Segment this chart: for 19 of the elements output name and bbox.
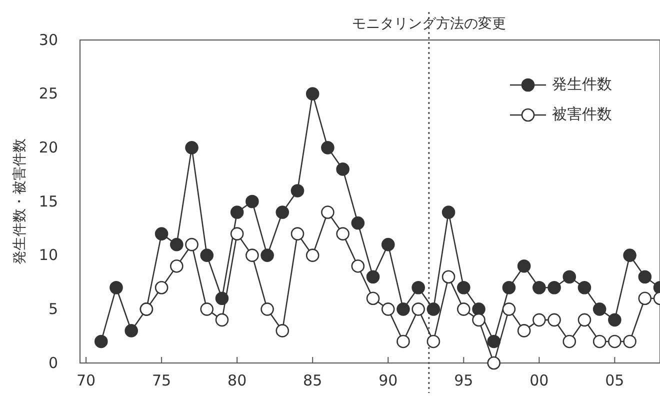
x-tick-label: 95: [454, 372, 474, 390]
x-tick-label: 00: [530, 372, 549, 390]
x-tick-label: 85: [303, 372, 322, 390]
ref-line-label: モニタリング方法の変更: [352, 16, 506, 32]
legend-label: 発生件数: [552, 75, 612, 94]
y-tick-label: 25: [38, 84, 58, 103]
y-tick-label: 15: [38, 192, 58, 210]
x-tick-label: 90: [378, 372, 398, 390]
y-axis-title: 発生件数・被害件数: [12, 138, 28, 264]
y-tick-label: 0: [48, 354, 58, 372]
x-tick-label: 75: [152, 372, 172, 390]
x-tick-label: 05: [605, 372, 624, 390]
x-tick-label: 70: [76, 372, 96, 390]
x-tick-label: 80: [228, 372, 247, 390]
legend-label: 被害件数: [552, 105, 612, 124]
y-tick-label: 30: [38, 30, 58, 49]
y-tick-label: 10: [38, 246, 58, 264]
y-tick-label: 5: [48, 300, 58, 318]
y-tick-label: 20: [38, 138, 58, 156]
